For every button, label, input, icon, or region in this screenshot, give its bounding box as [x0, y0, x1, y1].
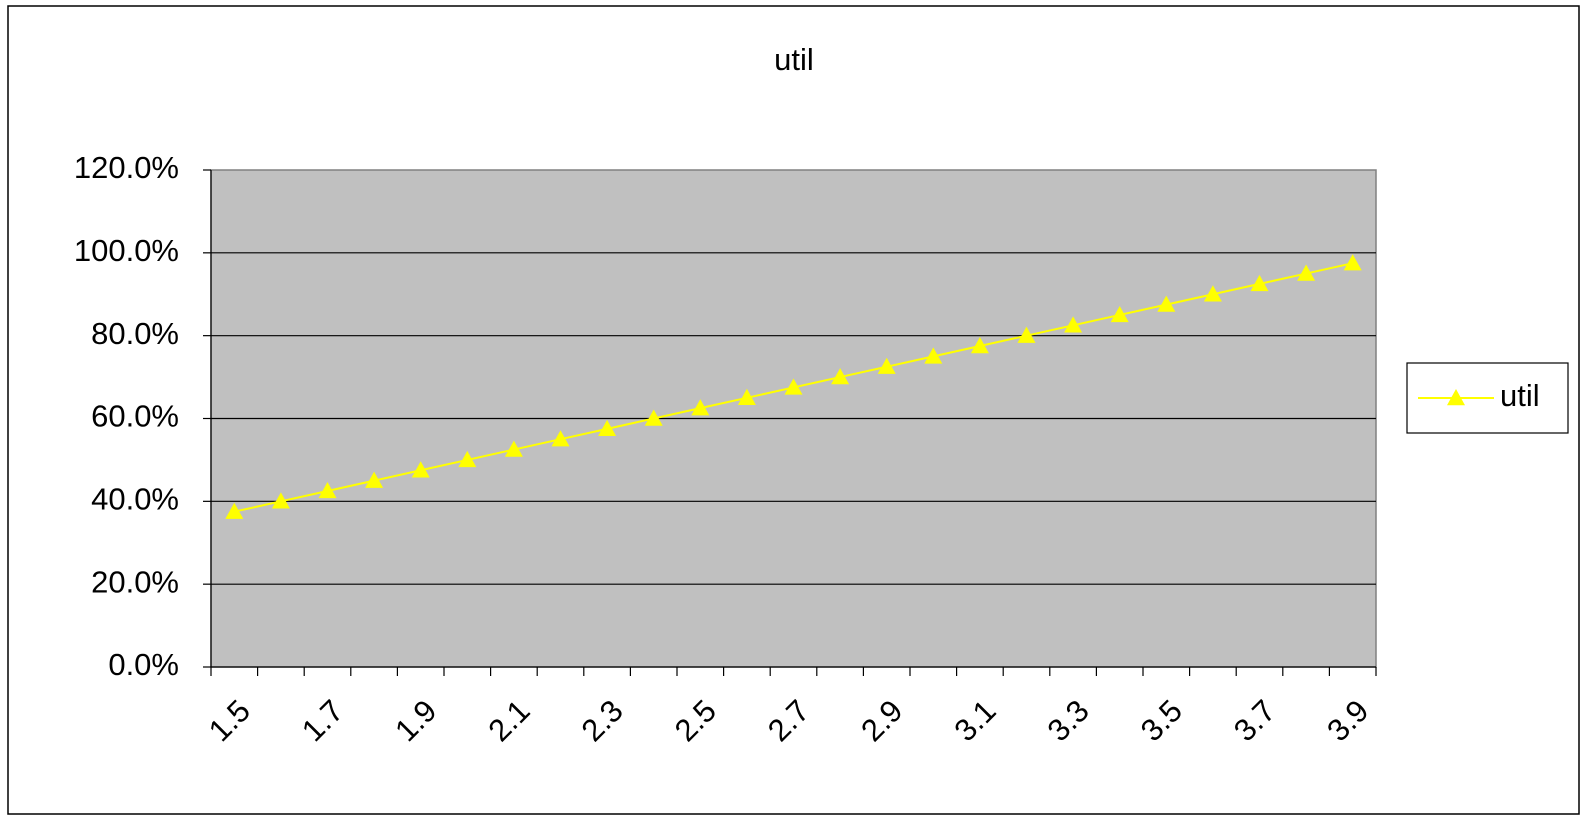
data-marker — [598, 419, 617, 437]
data-marker — [737, 388, 756, 405]
data-marker — [1250, 274, 1269, 292]
data-marker — [271, 492, 290, 509]
data-marker — [318, 481, 337, 499]
data-marker — [1343, 254, 1362, 271]
data-marker — [831, 368, 850, 385]
data-marker — [458, 450, 477, 468]
data-marker — [877, 357, 896, 374]
y-tick-label: 60.0% — [91, 399, 179, 434]
data-marker — [1017, 326, 1036, 343]
data-marker — [1064, 316, 1083, 333]
data-marker — [970, 337, 989, 354]
y-tick-label: 40.0% — [91, 482, 179, 517]
data-marker — [504, 440, 523, 457]
data-marker — [551, 430, 570, 447]
chart-title: util — [774, 42, 814, 77]
data-marker — [225, 502, 244, 519]
legend-marker — [1447, 389, 1465, 406]
y-tick-label: 120.0% — [74, 150, 179, 185]
data-marker — [784, 378, 803, 395]
data-marker — [924, 347, 943, 364]
legend-label: util — [1500, 378, 1540, 413]
data-marker — [1297, 264, 1316, 281]
y-tick-label: 0.0% — [108, 647, 179, 682]
y-tick-label: 20.0% — [91, 564, 179, 599]
y-tick-label: 80.0% — [91, 316, 179, 351]
data-marker — [1203, 285, 1222, 302]
data-marker — [1110, 305, 1129, 323]
data-marker — [411, 461, 430, 478]
data-marker — [365, 471, 384, 488]
data-marker — [1157, 295, 1176, 312]
data-marker — [644, 409, 663, 426]
y-tick-label: 100.0% — [74, 233, 179, 268]
data-marker — [691, 399, 710, 416]
